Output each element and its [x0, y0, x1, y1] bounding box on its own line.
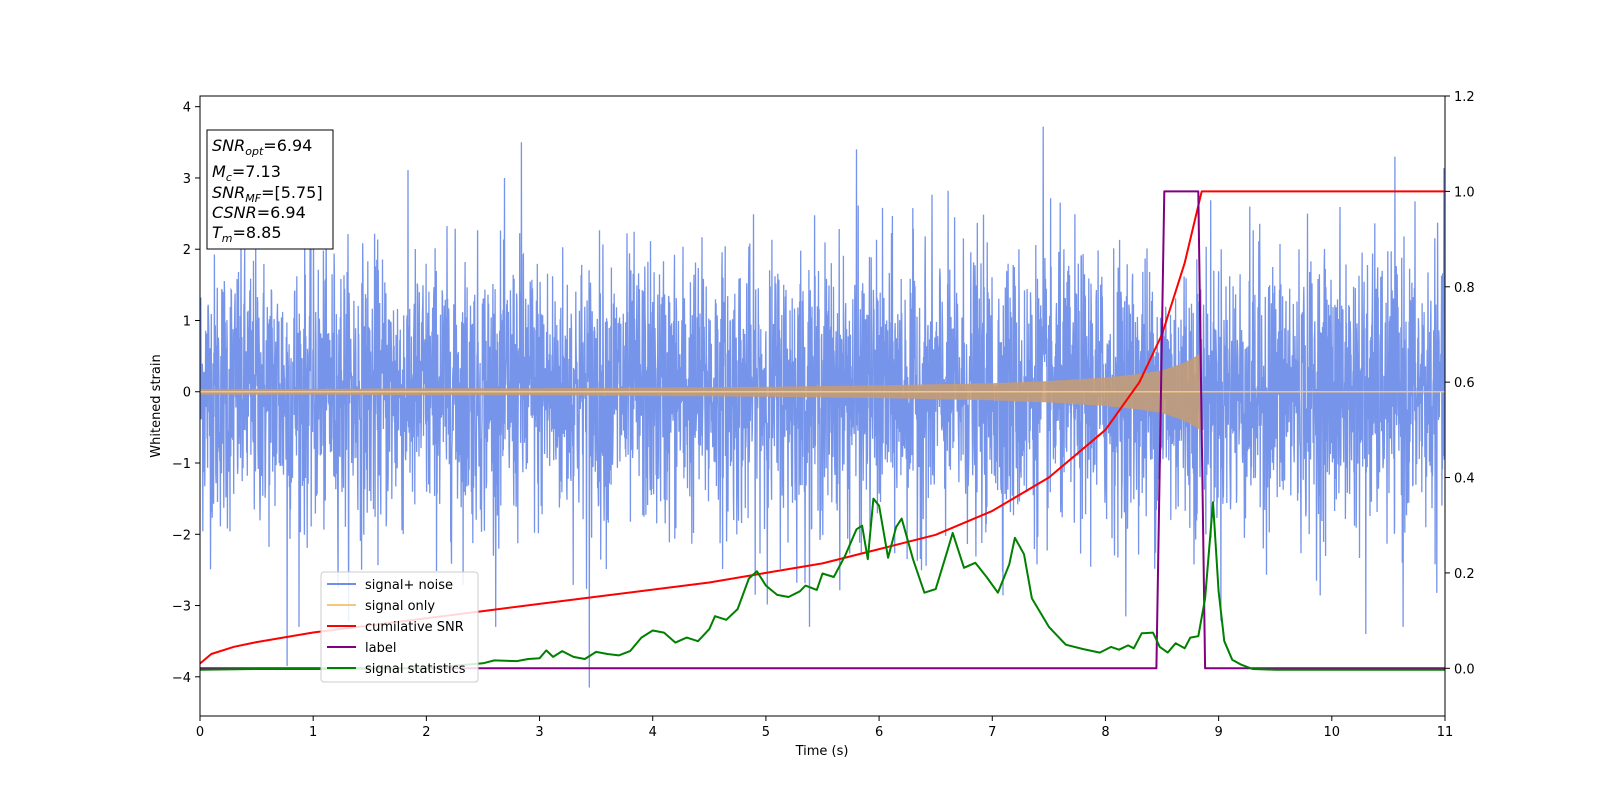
y2-tick-label: 0.8 — [1454, 281, 1475, 296]
x-tick-label: 3 — [535, 725, 543, 740]
legend-label-signal: signal only — [365, 599, 435, 614]
x-tick-label: 0 — [196, 725, 204, 740]
x-tick-label: 4 — [649, 725, 657, 740]
snr-mf-value: [5.75] — [274, 183, 322, 202]
series-label — [200, 190, 1445, 670]
y2-tick-label: 0.2 — [1454, 567, 1475, 582]
y2-tick-label: 0.0 — [1454, 662, 1475, 677]
y-tick-label: −3 — [172, 600, 191, 615]
series-signal-statistics — [200, 497, 1445, 671]
mc-text: Mc=7.13 — [212, 162, 281, 184]
csnr-text: CSNR=6.94 — [212, 203, 306, 222]
x-tick-label: 2 — [422, 725, 430, 740]
csnr-value: 6.94 — [270, 203, 306, 222]
x-tick-label: 10 — [1324, 725, 1341, 740]
y-tick-label: 0 — [183, 386, 191, 401]
snr-mf-text: SNRMF=[5.75] — [212, 183, 323, 205]
snr-opt-value: 6.94 — [277, 136, 313, 155]
x-tick-label: 6 — [875, 725, 883, 740]
legend: signal+ noise signal only cumilative SNR… — [320, 571, 479, 683]
y-tick-label: −2 — [172, 528, 191, 543]
y-axis-label: Whitened strain — [149, 354, 164, 457]
snr-opt-text: SNRopt=6.94 — [212, 136, 312, 158]
stats-annotation-box — [206, 129, 334, 250]
y-tick-label: 4 — [183, 101, 191, 116]
y2-tick-label: 1.0 — [1454, 185, 1475, 200]
y-tick-label: 2 — [183, 243, 191, 258]
legend-label-statistics: signal statistics — [365, 662, 466, 677]
y2-tick-label: 0.4 — [1454, 472, 1475, 487]
legend-label-label: label — [365, 641, 396, 656]
series-cumulative-snr — [200, 190, 1445, 665]
y-tick-label: 1 — [183, 314, 191, 329]
x-tick-label: 9 — [1214, 725, 1222, 740]
tm-value: 8.85 — [246, 223, 282, 242]
y2-tick-label: 0.6 — [1454, 376, 1475, 391]
mc-value: 7.13 — [245, 162, 281, 181]
y-axis-right: 0.0 0.2 0.4 0.6 0.8 1.0 1.2 — [1445, 90, 1475, 677]
x-tick-label: 1 — [309, 725, 317, 740]
x-tick-label: 8 — [1101, 725, 1109, 740]
x-axis-label: Time (s) — [795, 744, 849, 759]
y-tick-label: 3 — [183, 172, 191, 187]
legend-label-cumulative-snr: cumilative SNR — [365, 620, 464, 635]
plot-frame — [199, 95, 1446, 717]
legend-box — [320, 571, 479, 683]
y2-tick-label: 1.2 — [1454, 90, 1475, 105]
y-axis-left: −4 −3 −2 −1 0 1 2 3 4 — [172, 101, 200, 686]
x-tick-label: 11 — [1437, 725, 1454, 740]
y-tick-label: −4 — [172, 671, 191, 686]
tm-text: Tm=8.85 — [212, 223, 282, 245]
legend-label-noise: signal+ noise — [365, 578, 453, 593]
y-tick-label: −1 — [172, 457, 191, 472]
x-axis: 0 1 2 3 4 5 6 7 8 9 10 11 — [196, 716, 1453, 740]
plot-area — [200, 126, 1445, 688]
x-tick-label: 5 — [762, 725, 770, 740]
x-tick-label: 7 — [988, 725, 996, 740]
stats-annotation: SNRopt=6.94 Mc=7.13 SNRMF=[5.75] CSNR=6.… — [206, 129, 334, 250]
